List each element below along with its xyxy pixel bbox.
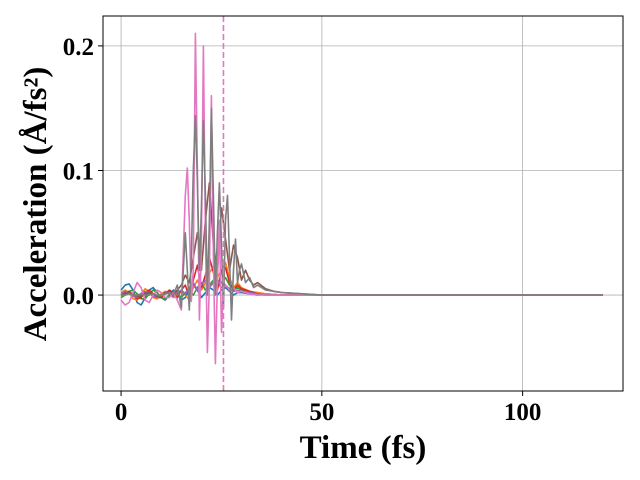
x-tick-label-2: 100 bbox=[504, 399, 542, 426]
y-axis-label: Acceleration (Å/fs²) bbox=[18, 67, 54, 342]
x-axis-label: Time (fs) bbox=[300, 430, 427, 466]
x-tick-label-1: 50 bbox=[309, 399, 334, 426]
x-ticks: 0 50 100 bbox=[115, 391, 542, 426]
y-tick-label-0: 0.0 bbox=[63, 283, 94, 310]
plot-series bbox=[120, 32, 603, 365]
y-tick-label-1: 0.1 bbox=[63, 158, 94, 185]
y-ticks: 0.0 0.1 0.2 bbox=[63, 34, 103, 310]
x-tick-label-0: 0 bbox=[115, 399, 128, 426]
y-tick-label-2: 0.2 bbox=[63, 34, 94, 61]
series-line-7 bbox=[121, 107, 603, 321]
plot-frame bbox=[102, 15, 624, 392]
